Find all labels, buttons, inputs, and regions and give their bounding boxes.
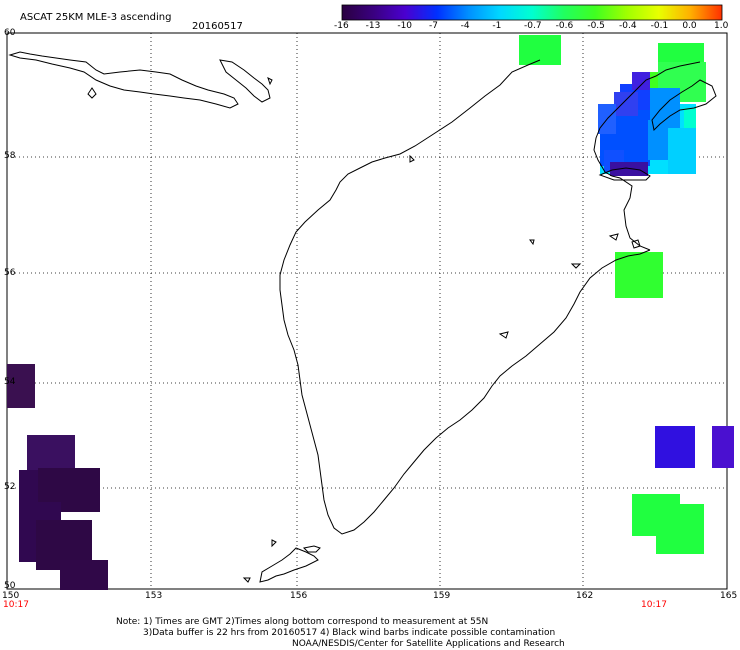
color-scale-label: -1 bbox=[492, 21, 502, 31]
color-scale-bar bbox=[341, 4, 723, 21]
color-scale-label: -0.5 bbox=[587, 21, 605, 31]
map-frame bbox=[6, 32, 728, 590]
color-scale-label: -4 bbox=[460, 21, 470, 31]
data-cell bbox=[614, 92, 638, 116]
lon-tick-165: 165 bbox=[720, 591, 738, 601]
color-scale-label: -16 bbox=[334, 21, 349, 31]
color-scale-label: -7 bbox=[429, 21, 438, 31]
data-cell bbox=[610, 162, 648, 176]
footnote-line-1: Note: 1) Times are GMT 2)Times along bot… bbox=[116, 617, 489, 627]
color-scale-label: -0.4 bbox=[619, 21, 637, 31]
footnote-line-3: NOAA/NESDIS/Center for Satellite Applica… bbox=[292, 639, 565, 649]
lon-tick-150: 150 bbox=[2, 591, 20, 601]
lon-tick-156: 156 bbox=[290, 591, 308, 601]
color-scale-label: -10 bbox=[397, 21, 413, 31]
color-scale-label: -0.7 bbox=[524, 21, 542, 31]
color-scale-gradient bbox=[341, 4, 723, 21]
lon-tick-162: 162 bbox=[576, 591, 594, 601]
data-cell bbox=[7, 364, 35, 408]
data-cell bbox=[712, 426, 734, 468]
color-scale-label: -13 bbox=[365, 21, 381, 31]
data-cell bbox=[60, 560, 108, 590]
product-date: 20160517 bbox=[192, 21, 243, 32]
data-cell bbox=[655, 426, 695, 468]
data-cell bbox=[615, 252, 663, 298]
pass-time-left: 10:17 bbox=[3, 600, 29, 610]
data-cell bbox=[684, 108, 696, 128]
lat-tick-50: 50 bbox=[4, 581, 16, 591]
lat-tick-54: 54 bbox=[4, 377, 16, 387]
data-cell bbox=[632, 72, 650, 90]
data-cell bbox=[668, 128, 696, 174]
color-scale-label: -0.1 bbox=[650, 21, 669, 31]
product-title: ASCAT 25KM MLE-3 ascending bbox=[20, 12, 172, 23]
lon-tick-153: 153 bbox=[145, 591, 163, 601]
coastline bbox=[8, 51, 717, 583]
pass-time-right: 10:17 bbox=[641, 600, 667, 610]
data-cell bbox=[656, 504, 704, 554]
color-scale-label: -0.6 bbox=[555, 21, 574, 31]
lon-tick-159: 159 bbox=[433, 591, 451, 601]
data-cells bbox=[7, 35, 734, 590]
lat-tick-52: 52 bbox=[4, 482, 16, 492]
lat-tick-56: 56 bbox=[4, 268, 16, 278]
color-scale-label: 1.0 bbox=[714, 21, 729, 31]
lat-tick-60: 60 bbox=[4, 28, 16, 38]
footnote-line-2: 3)Data buffer is 22 hrs from 20160517 4)… bbox=[143, 628, 556, 638]
lat-tick-58: 58 bbox=[4, 151, 16, 161]
color-scale-label: 0.0 bbox=[682, 21, 697, 31]
